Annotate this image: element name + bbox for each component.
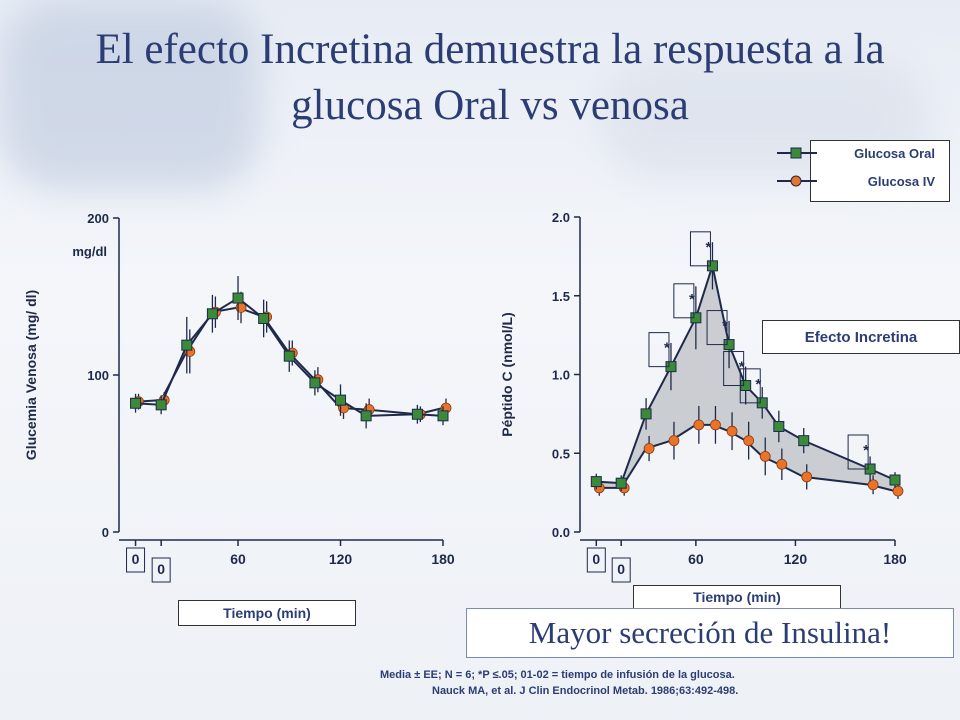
cpeptide-x-tick-box — [611, 557, 631, 583]
cpeptide-iv-point — [693, 419, 705, 431]
cpeptide-oral-point — [640, 408, 652, 420]
glucose-oral-point — [232, 292, 244, 304]
cpeptide-y-axis-label: Péptido C (nmol/L) — [499, 312, 515, 436]
cpeptide-iv-point — [668, 435, 680, 447]
slide-title: El efecto Incretina demuestra la respues… — [95, 26, 885, 129]
glucose-oral-point — [130, 397, 142, 409]
cpeptide-significance-box — [706, 310, 728, 346]
glucose-x-tick-label: 120 — [329, 551, 353, 567]
legend-markers — [777, 147, 817, 187]
cpeptide-iv-point — [776, 458, 788, 470]
cpeptide-significance-box — [739, 368, 761, 404]
cpeptide-iv-point — [759, 450, 771, 462]
incretin-effect-label: Efecto Incretina — [762, 320, 960, 354]
cpeptide-incretin-area — [596, 265, 895, 492]
cpeptide-iv-point — [726, 425, 738, 437]
glucose-oral-point — [437, 410, 449, 422]
cpeptide-iv-point — [743, 435, 755, 447]
cpeptide-significance-box — [847, 434, 869, 470]
cpeptide-oral-point — [889, 474, 901, 486]
cpeptide-x-tick-label: 0 — [592, 551, 600, 567]
glucose-oral-point — [283, 350, 295, 362]
cpeptide-significance-marker: * — [755, 376, 761, 393]
cpeptide-oral-point — [615, 477, 627, 489]
footnote-line-1: Media ± EE; N = 6; *P ≤.05; 01-02 = tiem… — [380, 669, 735, 681]
glucose-x-tick-box — [126, 547, 146, 573]
glucose-iv-line — [135, 306, 444, 416]
cpeptide-significance-box — [689, 231, 711, 267]
glucose-chart: 0100200010260120180Glucemia Venosa (mg/ … — [23, 211, 455, 583]
cpeptide-x-tick-label: 60 — [688, 551, 704, 567]
glucose-oral-point — [411, 408, 423, 420]
cpeptide-x-tick-label: 0 — [617, 561, 625, 577]
glucose-oral-point — [309, 377, 321, 389]
cpeptide-significance-marker: * — [689, 291, 695, 308]
cpeptide-significance-marker: * — [706, 239, 712, 256]
glucose-x-tick-label: 180 — [431, 551, 455, 567]
cpeptide-y-tick-label: 0.0 — [552, 525, 570, 540]
cpeptide-iv-point — [710, 419, 721, 431]
glucose-y-axis-label: Glucemia Venosa (mg/ dl) — [23, 290, 39, 460]
cpeptide-x-tick-box — [586, 547, 606, 573]
cpeptide-oral-point — [590, 476, 602, 488]
glucose-y-tick-label: 200 — [87, 211, 109, 226]
cpeptide-significance-box — [648, 332, 670, 368]
legend-iv-label: Glucosa IV — [867, 174, 935, 189]
glucose-x-tick-label: 0 — [132, 551, 140, 567]
cpeptide-iv-point — [643, 443, 655, 454]
footnote: Media ± EE; N = 6; *P ≤.05; 01-02 = tiem… — [380, 667, 940, 699]
cpeptide-iv-point — [867, 479, 879, 491]
cpeptide-significance-marker: * — [664, 340, 670, 357]
legend-oral-marker — [790, 147, 802, 159]
cpeptide-chart: 0.00.51.01.52.0010260120180Péptido C (nm… — [499, 210, 907, 583]
glucose-oral-point — [360, 410, 372, 422]
cpeptide-y-tick-label: 0.5 — [552, 446, 570, 461]
background-photo-placeholder — [0, 0, 260, 190]
glucose-oral-point — [258, 312, 270, 324]
glucose-oral-point — [181, 339, 193, 351]
cpeptide-significance-marker: * — [863, 442, 869, 459]
footnote-line-2: Nauck MA, et al. J Clin Endocrinol Metab… — [432, 685, 739, 697]
cpeptide-oral-point — [798, 435, 810, 447]
legend: Glucosa Oral Glucosa IV — [777, 140, 950, 202]
cpeptide-x-tick-label: 120 — [784, 551, 808, 567]
cpeptide-y-tick-label: 2.0 — [552, 210, 570, 225]
cpeptide-y-tick-label: 1.5 — [552, 289, 570, 304]
glucose-x-tick-label: 60 — [230, 551, 246, 567]
glucose-x-axis-label: Tiempo (min) — [178, 600, 356, 626]
cpeptide-x-tick-label: 180 — [883, 551, 907, 567]
cpeptide-iv-point — [801, 471, 813, 483]
glucose-oral-point — [206, 308, 218, 320]
glucose-x-tick-box — [151, 557, 171, 583]
glucose-oral-point — [155, 399, 167, 411]
legend-iv-marker — [790, 175, 802, 187]
glucose-y-tick-label: 100 — [87, 368, 109, 383]
glucose-oral-line — [135, 296, 444, 417]
insulin-banner: Mayor secreción de Insulina! — [466, 608, 954, 658]
cpeptide-significance-box — [673, 283, 695, 319]
glucose-unit-label: mg/dl — [72, 244, 107, 259]
cpeptide-iv-point — [892, 485, 904, 497]
cpeptide-oral-point — [773, 420, 785, 432]
legend-oral-label: Glucosa Oral — [854, 146, 935, 161]
glucose-x-tick-label: 0 — [157, 561, 165, 577]
cpeptide-significance-marker: * — [722, 318, 728, 335]
cpeptide-y-tick-label: 1.0 — [552, 368, 570, 383]
glucose-y-tick-label: 0 — [102, 525, 109, 540]
cpeptide-x-axis-label: Tiempo (min) — [633, 585, 841, 609]
cpeptide-significance-marker: * — [739, 359, 745, 376]
glucose-oral-point — [335, 394, 347, 406]
